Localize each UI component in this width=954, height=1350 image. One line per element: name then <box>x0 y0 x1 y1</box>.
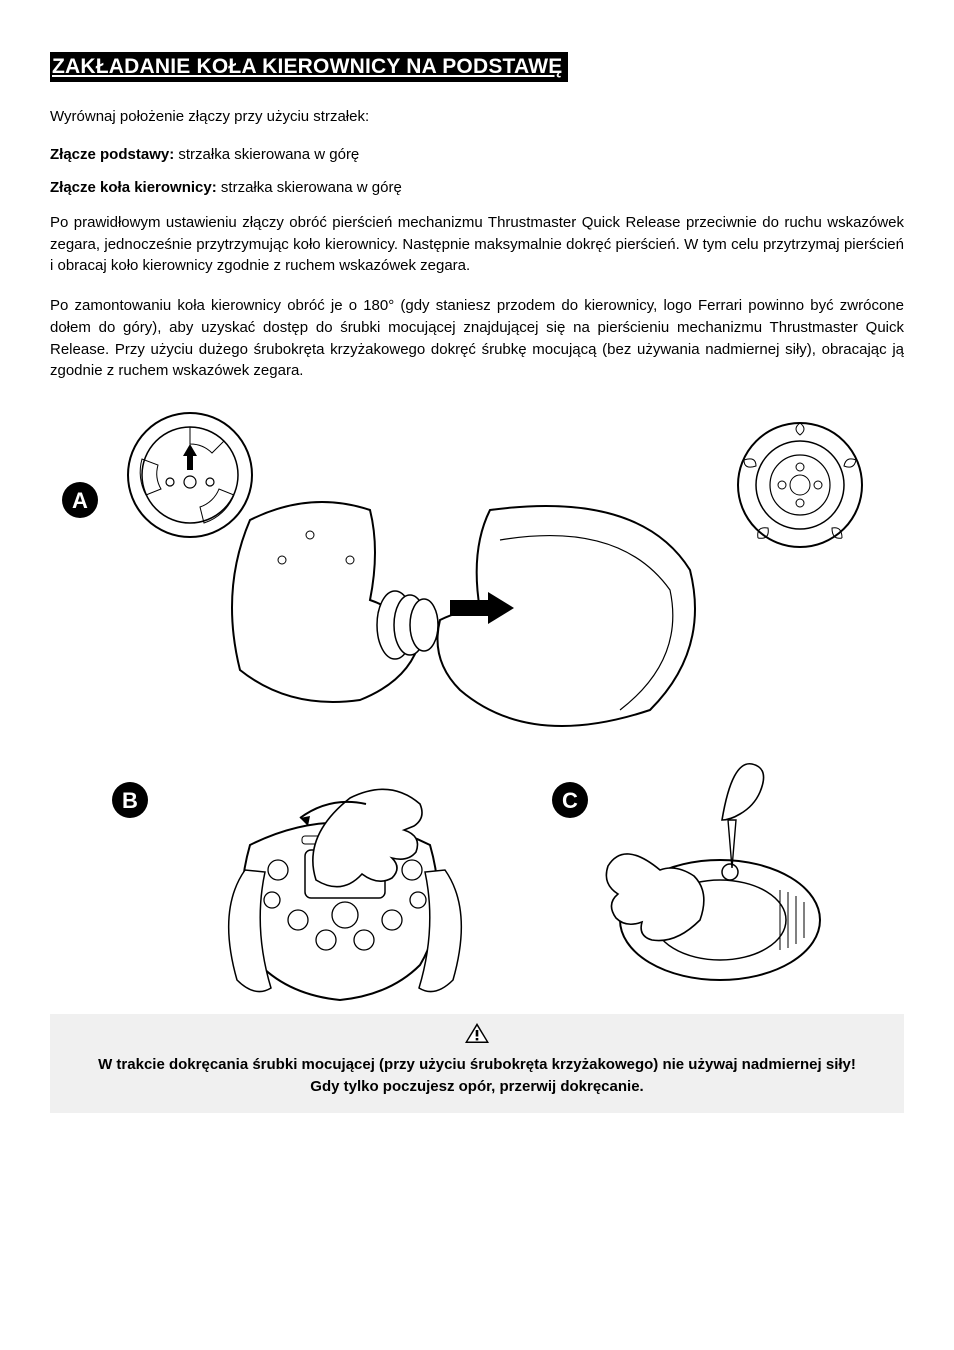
wheel-connector-label: Złącze koła kierownicy: <box>50 179 217 196</box>
svg-text:A: A <box>72 488 88 513</box>
svg-text:C: C <box>562 788 578 813</box>
base-connector-line: Złącze podstawy: strzałka skierowana w g… <box>50 146 904 163</box>
label-A-icon: A <box>62 482 98 518</box>
intro-text: Wyrównaj położenie złączy przy użyciu st… <box>50 106 904 128</box>
paragraph-1: Po prawidłowym ustawieniu złączy obróć p… <box>50 212 904 277</box>
base-connector-label: Złącze podstawy: <box>50 146 174 163</box>
wheel-connector-value: strzałka skierowana w górę <box>217 179 402 196</box>
assembly-diagram: A B C <box>50 400 904 1010</box>
label-C-icon: C <box>552 782 588 818</box>
warning-note: W trakcie dokręcania śrubki mocującej (p… <box>50 1014 904 1113</box>
label-B-icon: B <box>112 782 148 818</box>
warning-icon <box>464 1022 490 1052</box>
page-root: ZAKŁADANIE KOŁA KIEROWNICY NA PODSTAWĘ W… <box>0 0 954 1350</box>
wheel-connector-line: Złącze koła kierownicy: strzałka skierow… <box>50 179 904 196</box>
section-heading-text: ZAKŁADANIE KOŁA KIEROWNICY NA PODSTAWĘ <box>52 55 562 78</box>
section-heading: ZAKŁADANIE KOŁA KIEROWNICY NA PODSTAWĘ <box>50 52 568 82</box>
connector-top-right-icon <box>738 423 862 547</box>
connector-top-left-icon <box>128 413 252 537</box>
wheel-front-b-icon <box>229 789 462 1000</box>
base-connector-value: strzałka skierowana w górę <box>174 146 359 163</box>
svg-text:B: B <box>122 788 138 813</box>
assembly-diagram-svg: A B C <box>50 400 904 1010</box>
wheel-rear-assembly-icon <box>232 502 695 726</box>
warning-line-2: Gdy tylko poczujesz opór, przerwij dokrę… <box>310 1078 643 1095</box>
warning-line-1: W trakcie dokręcania śrubki mocującej (p… <box>98 1056 856 1073</box>
screw-tighten-c-icon <box>606 764 820 980</box>
paragraph-2: Po zamontowaniu koła kierownicy obróć je… <box>50 295 904 382</box>
